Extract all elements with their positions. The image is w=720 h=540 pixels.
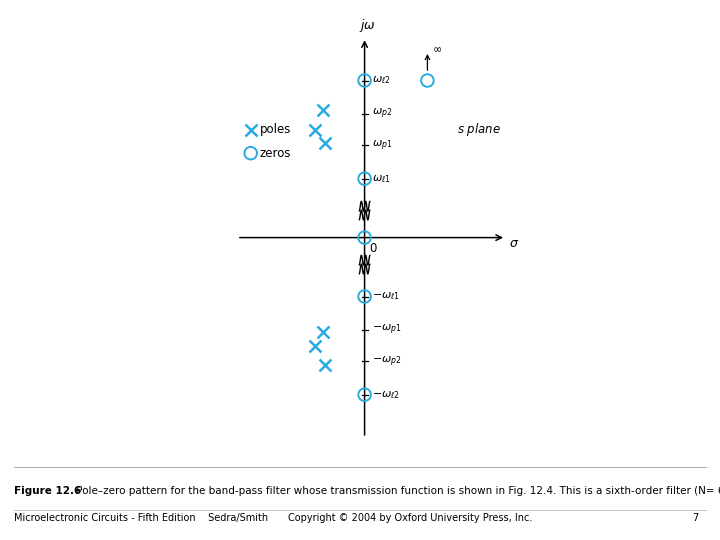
Text: $\omega_{p1}$: $\omega_{p1}$ [372, 138, 392, 152]
Text: $-\omega_{p1}$: $-\omega_{p1}$ [372, 323, 402, 337]
Text: $s$ plane: $s$ plane [456, 121, 500, 138]
Text: $\omega_{p2}$: $\omega_{p2}$ [372, 107, 392, 121]
Text: Pole–zero pattern for the band-pass filter whose transmission function is shown : Pole–zero pattern for the band-pass filt… [73, 486, 720, 496]
Text: $\sigma$: $\sigma$ [509, 237, 519, 250]
Text: 7: 7 [692, 514, 698, 523]
Text: Figure 12.6: Figure 12.6 [14, 486, 81, 496]
Text: $-\omega_{\ell 1}$: $-\omega_{\ell 1}$ [372, 291, 400, 302]
Text: $\omega_{\ell 1}$: $\omega_{\ell 1}$ [372, 173, 391, 185]
Text: Copyright © 2004 by Oxford University Press, Inc.: Copyright © 2004 by Oxford University Pr… [288, 514, 532, 523]
Text: $-\omega_{\ell 2}$: $-\omega_{\ell 2}$ [372, 389, 400, 401]
Text: $\infty$: $\infty$ [432, 44, 442, 54]
Text: $\omega_{\ell 2}$: $\omega_{\ell 2}$ [372, 75, 391, 86]
Text: $-\omega_{p2}$: $-\omega_{p2}$ [372, 354, 402, 368]
Text: zeros: zeros [259, 147, 291, 160]
Text: poles: poles [259, 123, 291, 136]
Text: $j\omega$: $j\omega$ [359, 17, 375, 35]
Text: Microelectronic Circuits - Fifth Edition    Sedra/Smith: Microelectronic Circuits - Fifth Edition… [14, 514, 269, 523]
Text: $0$: $0$ [369, 242, 377, 255]
